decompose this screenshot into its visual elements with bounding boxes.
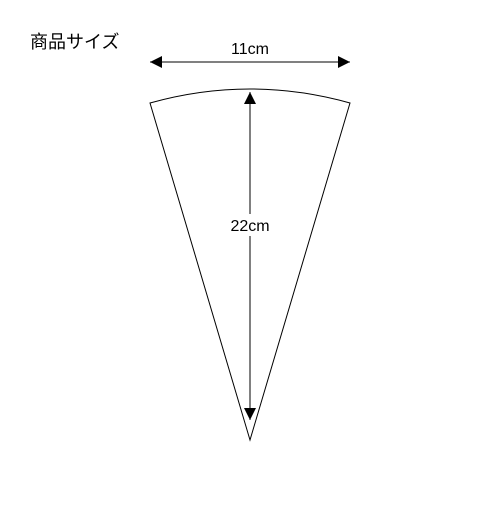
arrow-left-icon [150,56,162,68]
height-label: 22cm [230,218,269,235]
arrow-up-icon [244,92,256,104]
arrow-right-icon [338,56,350,68]
arrow-down-icon [244,408,256,420]
width-label: 11cm [231,41,269,58]
dimension-diagram: 11cm 22cm [0,0,500,500]
